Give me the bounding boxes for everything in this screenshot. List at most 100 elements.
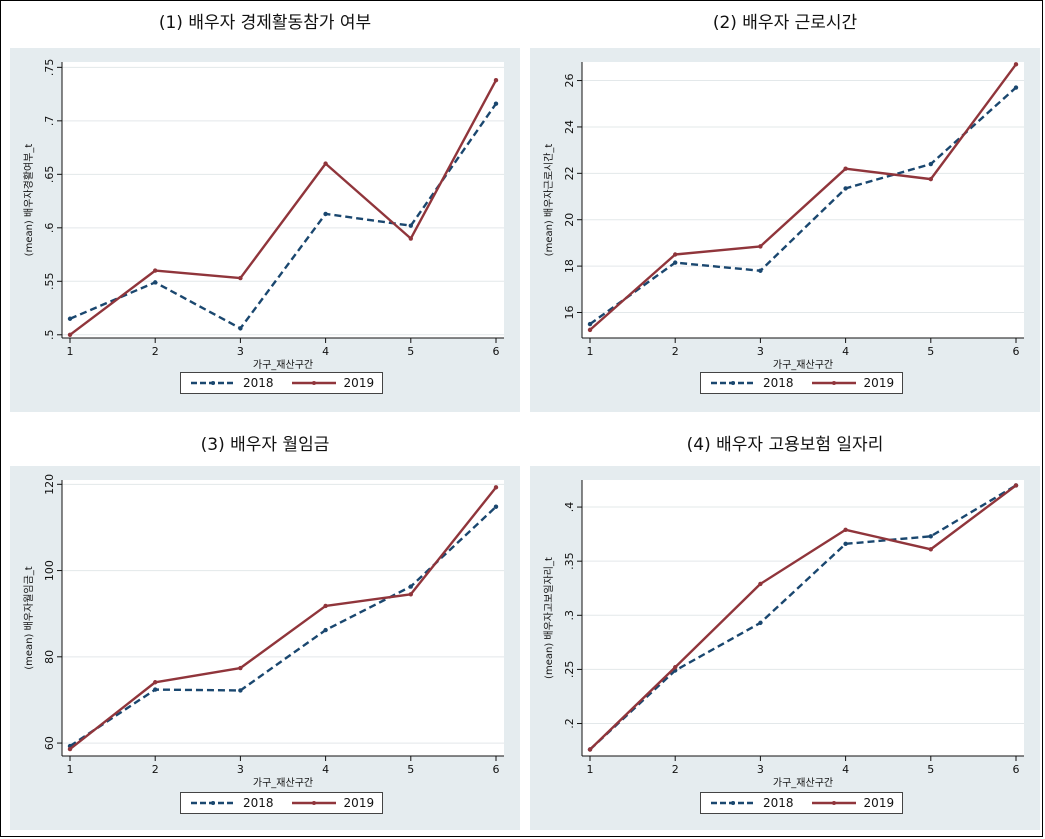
data-point-2018 xyxy=(843,186,848,191)
x-tick-label: 1 xyxy=(587,345,594,358)
x-tick-label: 2 xyxy=(672,345,679,358)
data-point-2019 xyxy=(408,236,413,241)
legend-label-2019: 2019 xyxy=(863,376,895,390)
legend-item-2018: 2018 xyxy=(709,796,794,810)
data-point-2018 xyxy=(758,268,763,273)
x-tick-label: 4 xyxy=(322,763,329,776)
legend-item-2019: 2019 xyxy=(290,376,375,390)
legend-3: 2018 2019 xyxy=(180,792,384,814)
data-point-2018 xyxy=(587,321,593,327)
data-point-2019 xyxy=(67,746,73,752)
legend-swatch-2018 xyxy=(709,378,757,388)
x-tick-label: 1 xyxy=(67,345,74,358)
legend-label-2019: 2019 xyxy=(863,796,895,810)
data-point-2019 xyxy=(153,268,158,273)
data-point-2019 xyxy=(843,527,848,532)
x-axis-title: 가구_재산구간 xyxy=(773,777,833,789)
data-point-2019 xyxy=(323,603,328,609)
y-tick-label: .35 xyxy=(563,552,576,570)
x-tick-label: 2 xyxy=(152,345,159,358)
data-point-2018 xyxy=(323,211,328,217)
y-tick-label: 26 xyxy=(563,74,576,88)
legend-swatch-2019 xyxy=(290,798,338,808)
legend-item-2019: 2019 xyxy=(810,796,895,810)
y-tick-label: .25 xyxy=(563,661,576,679)
y-tick-label: .2 xyxy=(563,718,576,729)
legend-swatch-2019 xyxy=(810,378,858,388)
y-tick-label: 18 xyxy=(563,259,576,273)
plot-area-3 xyxy=(62,480,504,756)
plot-area-2 xyxy=(582,62,1024,338)
y-tick-label: .6 xyxy=(43,223,56,234)
x-tick-label: 5 xyxy=(407,345,414,358)
y-tick-label: .5 xyxy=(43,330,56,341)
data-point-2018 xyxy=(928,534,933,539)
series-line-2019 xyxy=(589,63,1017,331)
legend-item-2019: 2019 xyxy=(290,796,375,810)
panel-title-1: (1) 배우자 경제활동참가 여부 xyxy=(158,13,372,33)
data-point-2019 xyxy=(1013,483,1019,488)
y-axis-title: (mean) 배우자경활여부_t xyxy=(22,144,35,257)
y-tick-label: .4 xyxy=(563,502,576,513)
x-tick-label: 1 xyxy=(67,763,74,776)
legend-label-2018: 2018 xyxy=(763,796,794,810)
data-point-2019 xyxy=(928,176,933,182)
x-tick-label: 1 xyxy=(587,763,594,776)
y-axis-title: (mean) 배우자고보일자리_t xyxy=(543,557,555,679)
x-tick-label: 6 xyxy=(493,763,500,776)
legend-swatch-2018 xyxy=(189,378,237,388)
chart-panel-1: .5 .55 .6 .65 .7 .75 1 2 3 4 5 6 가구_재산구간 (mean) 배우자경활… xyxy=(10,48,520,412)
data-point-2018 xyxy=(153,280,158,285)
panel-title-2: (2) 배우자 근로시간 xyxy=(712,13,858,33)
legend-item-2018: 2018 xyxy=(709,376,794,390)
y-tick-label: .55 xyxy=(43,273,56,291)
data-point-2018 xyxy=(238,326,243,331)
chart-panel-3: 60 80 100 120 1 2 3 4 5 6 가구_재산구간 (mean) 배우자월임금_t 2… xyxy=(10,466,520,830)
x-tick-label: 5 xyxy=(927,345,934,358)
series-line-2018 xyxy=(589,86,1017,326)
data-point-2019 xyxy=(587,747,593,752)
data-point-2018 xyxy=(673,260,678,265)
chart-svg-3: 60 80 100 120 1 2 3 4 5 6 가구_재산구간 (mean) 배우자월임금_t xyxy=(22,474,504,789)
chart-panel-4: .2 .25 .3 .35 .4 1 2 3 4 5 6 가구_재산구간 (mean) 배우자고보일자리… xyxy=(530,466,1040,830)
y-axis-title: (mean) 배우자근로시간_t xyxy=(543,144,555,257)
series-line-2019 xyxy=(589,484,1017,751)
legend-item-2018: 2018 xyxy=(189,796,274,810)
legend-item-2019: 2019 xyxy=(810,376,895,390)
data-point-2018 xyxy=(493,504,499,509)
x-tick-label: 3 xyxy=(237,345,244,358)
x-tick-label: 3 xyxy=(237,763,244,776)
legend-label-2018: 2018 xyxy=(243,376,274,390)
panel-title-4: (4) 배우자 고용보험 일자리 xyxy=(686,435,884,455)
y-tick-label: .7 xyxy=(43,116,56,127)
chart-svg-2: 16 18 20 22 24 26 1 2 3 4 5 6 가구_재산구간 (mean) 배우자근로시간_… xyxy=(543,62,1024,371)
legend-label-2019: 2019 xyxy=(343,796,375,810)
data-point-2018 xyxy=(928,161,933,167)
data-point-2018 xyxy=(843,541,848,547)
chart-svg-4: .2 .25 .3 .35 .4 1 2 3 4 5 6 가구_재산구간 (mean) 배우자고보일자리… xyxy=(543,480,1024,789)
series-line-2018 xyxy=(589,484,1017,751)
series-line-2018 xyxy=(69,103,497,330)
x-tick-label: 4 xyxy=(842,763,849,776)
data-point-2019 xyxy=(493,485,499,490)
data-point-2018 xyxy=(323,627,328,633)
y-tick-label: 100 xyxy=(43,560,56,581)
legend-label-2018: 2018 xyxy=(763,376,794,390)
plot-area-4 xyxy=(582,480,1024,756)
data-point-2019 xyxy=(587,327,593,333)
x-tick-label: 4 xyxy=(842,345,849,358)
x-tick-label: 5 xyxy=(927,763,934,776)
data-point-2019 xyxy=(928,547,933,552)
data-point-2019 xyxy=(153,680,158,685)
data-point-2018 xyxy=(67,316,73,321)
y-tick-label: 60 xyxy=(43,736,56,750)
data-point-2019 xyxy=(67,332,73,337)
chart-svg-1: .5 .55 .6 .65 .7 .75 1 2 3 4 5 6 가구_재산구간 (mean) 배우자경활… xyxy=(22,59,504,371)
x-tick-label: 6 xyxy=(1013,345,1020,358)
x-tick-label: 2 xyxy=(152,763,159,776)
y-tick-label: .3 xyxy=(563,610,576,621)
legend-label-2019: 2019 xyxy=(343,376,375,390)
series-line-2019 xyxy=(69,79,498,336)
y-tick-label: .65 xyxy=(43,166,56,184)
